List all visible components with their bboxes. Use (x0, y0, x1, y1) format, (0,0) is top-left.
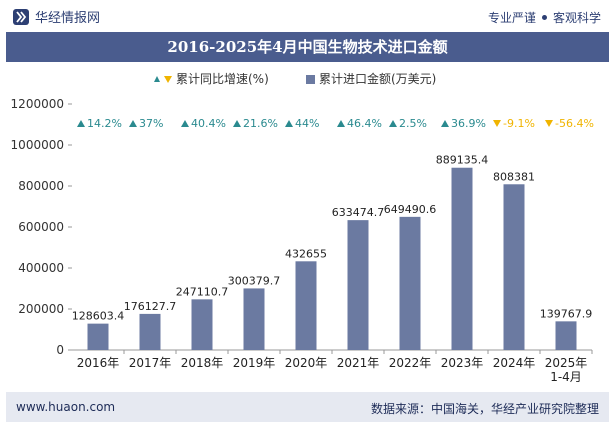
growth-value-label: 46.4% (347, 117, 382, 130)
bar (295, 261, 317, 350)
legend: 累计同比增速(%) 累计进口金额(万美元) (154, 71, 436, 86)
x-tick-label: 2025年 (545, 356, 588, 370)
growth-value-label: 36.9% (451, 117, 486, 130)
tagline-right: 客观科学 (552, 11, 601, 25)
bar (87, 323, 109, 350)
bar-value-label: 432655 (285, 247, 327, 260)
bar (191, 299, 213, 350)
growth-down-triangle-icon (545, 120, 553, 127)
brand-name: 华经情报网 (35, 11, 101, 26)
x-tick-label: 2016年 (77, 356, 120, 370)
bar-value-label: 889135.4 (436, 154, 489, 167)
growth-value-label: 14.2% (87, 117, 122, 130)
legend-down-triangle-icon (164, 76, 172, 83)
bar-value-label: 128603.4 (72, 310, 125, 323)
bar (555, 321, 577, 350)
x-tick-label: 2017年 (129, 356, 172, 370)
chart-title: 2016-2025年4月中国生物技术进口金额 (6, 32, 609, 62)
bar (243, 288, 265, 350)
footer-website: www.huaon.com (16, 400, 116, 414)
growth-value-label: 40.4% (191, 117, 226, 130)
y-tick-label: 1200000 (11, 97, 64, 111)
x-tick-label: 2020年 (285, 356, 328, 370)
bar (347, 220, 369, 350)
x-axis-labels: 2016年 2017年 2018年 2019年 2020年 2021年 2022年 2023年… (77, 350, 593, 384)
bar (399, 216, 421, 350)
y-tick-label: 0 (56, 343, 64, 357)
growth-up-triangle-icon (337, 120, 345, 127)
bar-value-label: 139767.9 (540, 307, 593, 320)
chart: 累计同比增速(%) 累计进口金额(万美元) 0 200000 400000 60000… (11, 71, 594, 384)
brand: 华经情报网 (12, 7, 100, 26)
growth-up-triangle-icon (441, 120, 449, 127)
x-tick-label: 1-4月 (550, 370, 582, 384)
y-tick-label: 600000 (18, 220, 64, 234)
growth-up-triangle-icon (181, 120, 189, 127)
legend-amount-label: 累计进口金额(万美元) (319, 71, 436, 86)
y-tick-label: 200000 (18, 302, 64, 316)
growth-value-label: 44% (295, 117, 319, 130)
growth-row: 14.2% 37% 40.4% 21.6% 44% 46.4% 2.5% 36.9% -9.1%… (77, 117, 594, 130)
growth-up-triangle-icon (129, 120, 137, 127)
tagline-left: 专业严谨 (487, 11, 536, 25)
growth-up-triangle-icon (389, 120, 397, 127)
brand-logo-icon (13, 8, 29, 25)
y-tick-label: 400000 (18, 261, 64, 275)
growth-down-triangle-icon (493, 120, 501, 127)
bar (139, 313, 161, 350)
bar-value-label: 649490.6 (384, 203, 437, 216)
legend-amount-swatch (306, 75, 315, 84)
tagline: 专业严谨 客观科学 (488, 9, 601, 26)
top-bar: 华经情报网 专业严谨 客观科学 (0, 0, 615, 32)
y-tick-label: 1000000 (11, 138, 64, 152)
x-tick-label: 2024年 (493, 356, 536, 370)
growth-value-label: -56.4% (555, 117, 594, 130)
legend-growth-label: 累计同比增速(%) (176, 72, 269, 86)
x-tick-label: 2022年 (389, 356, 432, 370)
growth-up-triangle-icon (233, 120, 241, 127)
growth-value-label: 2.5% (399, 117, 427, 130)
dot-separator-icon (541, 15, 547, 20)
bar (503, 184, 525, 350)
bar-value-label: 633474.7 (332, 206, 385, 219)
x-tick-label: 2021年 (337, 356, 380, 370)
x-tick-label: 2018年 (181, 356, 224, 370)
bar-value-label: 176127.7 (124, 300, 177, 313)
bar-value-label: 300379.7 (228, 274, 281, 287)
growth-up-triangle-icon (285, 120, 293, 127)
y-axis: 0 200000 400000 600000 800000 1000000 1200000 (11, 97, 72, 357)
footer-source: 数据来源：中国海关，华经产业研究院整理 (370, 402, 599, 416)
bar-value-label: 247110.7 (176, 285, 229, 298)
bar-value-label: 808381 (493, 170, 535, 183)
footer: www.huaon.com 数据来源：中国海关，华经产业研究院整理 (6, 392, 609, 422)
x-tick-label: 2019年 (233, 356, 276, 370)
growth-value-label: -9.1% (503, 117, 535, 130)
x-tick-label: 2023年 (441, 356, 484, 370)
bar (451, 167, 473, 350)
legend-up-triangle-icon (154, 76, 160, 82)
y-tick-label: 800000 (18, 179, 64, 193)
growth-value-label: 21.6% (243, 117, 278, 130)
growth-up-triangle-icon (77, 120, 85, 127)
growth-value-label: 37% (139, 117, 163, 130)
